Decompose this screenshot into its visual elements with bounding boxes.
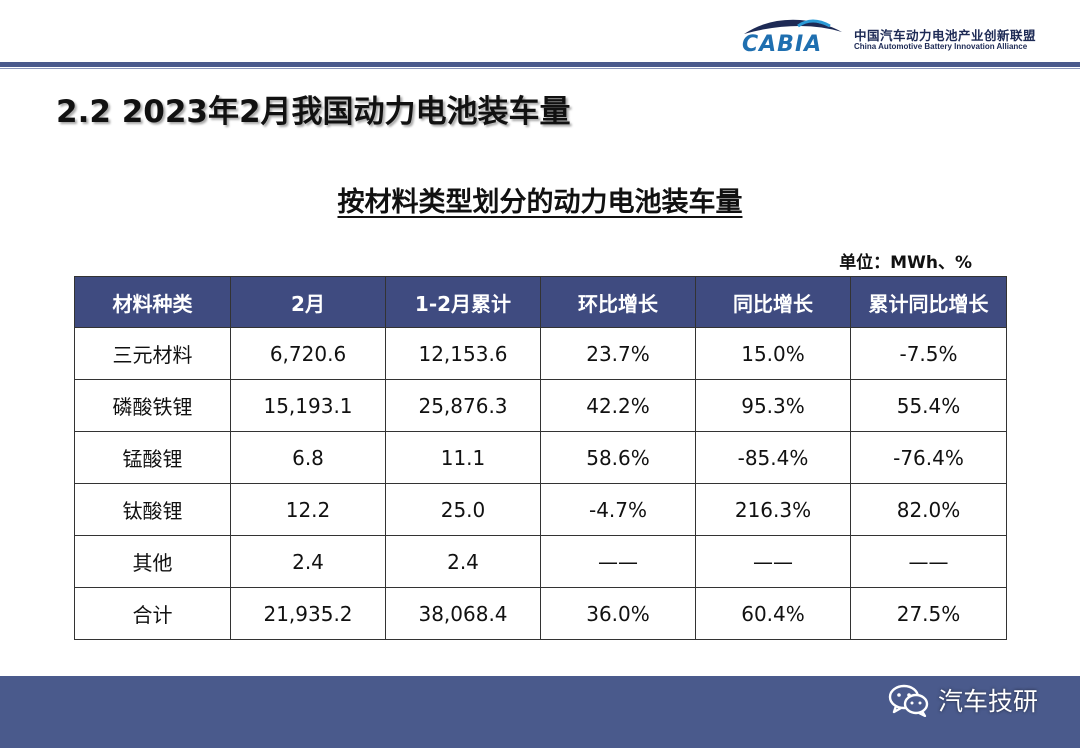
column-header: 2月 [230, 276, 386, 328]
table-cell: 2.4 [385, 535, 541, 588]
table-cell: 21,935.2 [230, 587, 386, 640]
header-rule [0, 62, 1080, 67]
table-row: 三元材料 6,720.6 12,153.6 23.7% 15.0% -7.5% [74, 327, 1007, 380]
page-title: 2.2 2023年2月我国动力电池装车量 [56, 94, 571, 130]
table-cell: 82.0% [850, 483, 1007, 536]
table-header-row: 材料种类 2月 1-2月累计 环比增长 同比增长 累计同比增长 [74, 276, 1007, 328]
table-cell: —— [695, 535, 851, 588]
table-cell: 2.4 [230, 535, 386, 588]
table-cell: -4.7% [540, 483, 696, 536]
table-title-text: 按材料类型划分的动力电池装车量 [337, 187, 743, 218]
table-cell: 6,720.6 [230, 327, 386, 380]
table-cell: 42.2% [540, 379, 696, 432]
table-cell: —— [540, 535, 696, 588]
table-row-total: 合计 21,935.2 38,068.4 36.0% 60.4% 27.5% [74, 587, 1007, 640]
table-cell: 其他 [74, 535, 231, 588]
table-cell: 15.0% [695, 327, 851, 380]
footer-bar [0, 676, 1080, 748]
column-header: 累计同比增长 [850, 276, 1007, 328]
table-cell: 钛酸锂 [74, 483, 231, 536]
table-cell: 25,876.3 [385, 379, 541, 432]
unit-label: 单位：MWh、% [839, 253, 972, 273]
table-cell: 27.5% [850, 587, 1007, 640]
table-cell: 磷酸铁锂 [74, 379, 231, 432]
table-row: 锰酸锂 6.8 11.1 58.6% -85.4% -76.4% [74, 431, 1007, 484]
table-cell: 锰酸锂 [74, 431, 231, 484]
table-cell: 38,068.4 [385, 587, 541, 640]
wechat-icon [888, 684, 929, 717]
table-cell: 23.7% [540, 327, 696, 380]
watermark: 汽车技研 [888, 682, 1038, 718]
table-cell: 15,193.1 [230, 379, 386, 432]
table-cell: -7.5% [850, 327, 1007, 380]
table-cell: 60.4% [695, 587, 851, 640]
table-cell: 12.2 [230, 483, 386, 536]
table-cell: 11.1 [385, 431, 541, 484]
table-cell: 58.6% [540, 431, 696, 484]
table-row: 磷酸铁锂 15,193.1 25,876.3 42.2% 95.3% 55.4% [74, 379, 1007, 432]
column-header: 1-2月累计 [385, 276, 541, 328]
cabia-logo: CABIA 中国汽车动力电池产业创新联盟 China Automotive Ba… [738, 14, 1038, 58]
column-header: 环比增长 [540, 276, 696, 328]
logo-english-name: China Automotive Battery Innovation Alli… [854, 42, 1028, 51]
table-cell: 216.3% [695, 483, 851, 536]
table-cell: 6.8 [230, 431, 386, 484]
table-cell: 合计 [74, 587, 231, 640]
car-silhouette-icon [744, 19, 842, 34]
watermark-text: 汽车技研 [938, 687, 1039, 716]
table-cell: -76.4% [850, 431, 1007, 484]
column-header: 同比增长 [695, 276, 851, 328]
table-cell: 55.4% [850, 379, 1007, 432]
table-cell: 95.3% [695, 379, 851, 432]
battery-installation-table: 材料种类 2月 1-2月累计 环比增长 同比增长 累计同比增长 三元材料 6,7… [74, 276, 1007, 640]
table-cell: 三元材料 [74, 327, 231, 380]
table-row: 钛酸锂 12.2 25.0 -4.7% 216.3% 82.0% [74, 483, 1007, 536]
logo-wordmark: CABIA [742, 32, 823, 57]
logo-chinese-name: 中国汽车动力电池产业创新联盟 [854, 28, 1037, 43]
table-row: 其他 2.4 2.4 —— —— —— [74, 535, 1007, 588]
header-rule-thin [0, 68, 1080, 69]
table-cell: —— [850, 535, 1007, 588]
table-cell: 25.0 [385, 483, 541, 536]
table-title: 按材料类型划分的动力电池装车量 [0, 180, 1080, 219]
table-cell: -85.4% [695, 431, 851, 484]
table-cell: 36.0% [540, 587, 696, 640]
column-header: 材料种类 [74, 276, 231, 328]
table-cell: 12,153.6 [385, 327, 541, 380]
